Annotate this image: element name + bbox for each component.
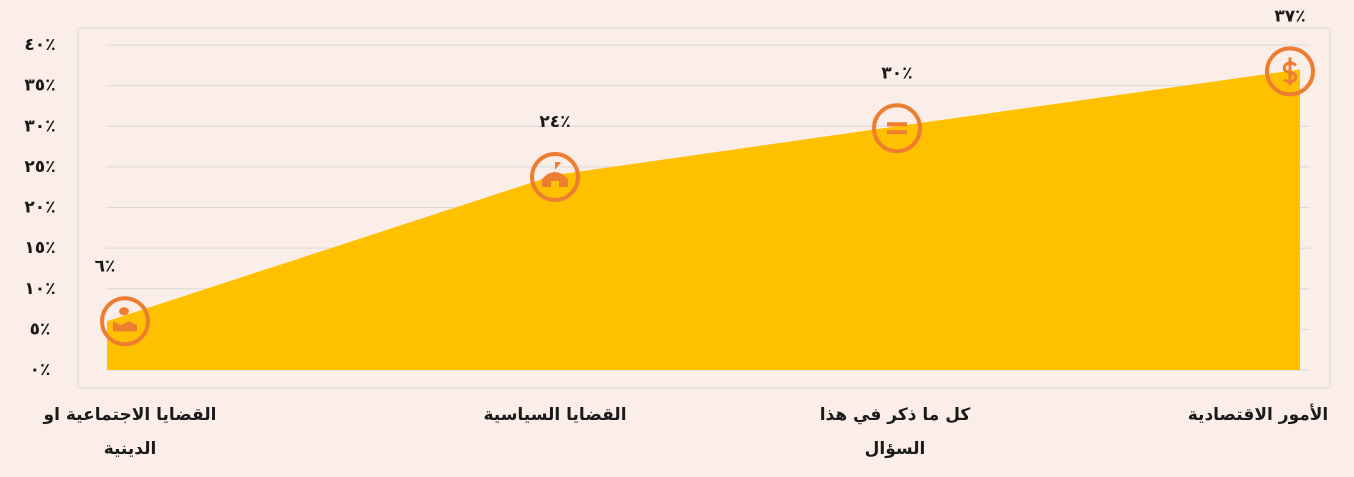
marker <box>1265 46 1315 97</box>
icon <box>542 162 568 187</box>
y-tick-label: ٪٢٠ <box>24 198 55 218</box>
y-tick-label: ٪٣٠ <box>24 116 55 136</box>
x-tick-label: القضايا الاجتماعية او الدينية <box>43 405 217 459</box>
y-tick-label: ٪٠ <box>30 360 51 380</box>
value-label: ٪٣٠ <box>881 63 912 83</box>
plot-border <box>77 27 1331 389</box>
marker <box>872 103 922 154</box>
marker <box>100 296 150 347</box>
x-tick-label: الأمور الاقتصادية <box>1187 405 1329 425</box>
y-tick-label: ٪١٠ <box>24 279 55 299</box>
value-label: ٪٢٤ <box>539 112 570 132</box>
y-tick-label: ٪٢٥ <box>24 157 55 177</box>
icon <box>887 122 907 135</box>
x-tick-label: القضايا السياسية <box>483 405 627 425</box>
y-tick-label: ٪٣٥ <box>24 76 55 96</box>
y-tick-label: ٪٥ <box>30 319 51 339</box>
icon <box>113 307 137 332</box>
x-tick-label: كل ما ذكر في هذا السؤال <box>819 405 971 459</box>
value-label: ٪٦ <box>95 256 116 276</box>
area <box>107 69 1300 370</box>
value-label: ٪٣٧ <box>1274 6 1305 26</box>
y-tick-label: ٪١٥ <box>24 238 55 258</box>
icon <box>1282 57 1298 86</box>
y-tick-label: ٪٤٠ <box>24 35 55 55</box>
marker <box>530 152 580 202</box>
